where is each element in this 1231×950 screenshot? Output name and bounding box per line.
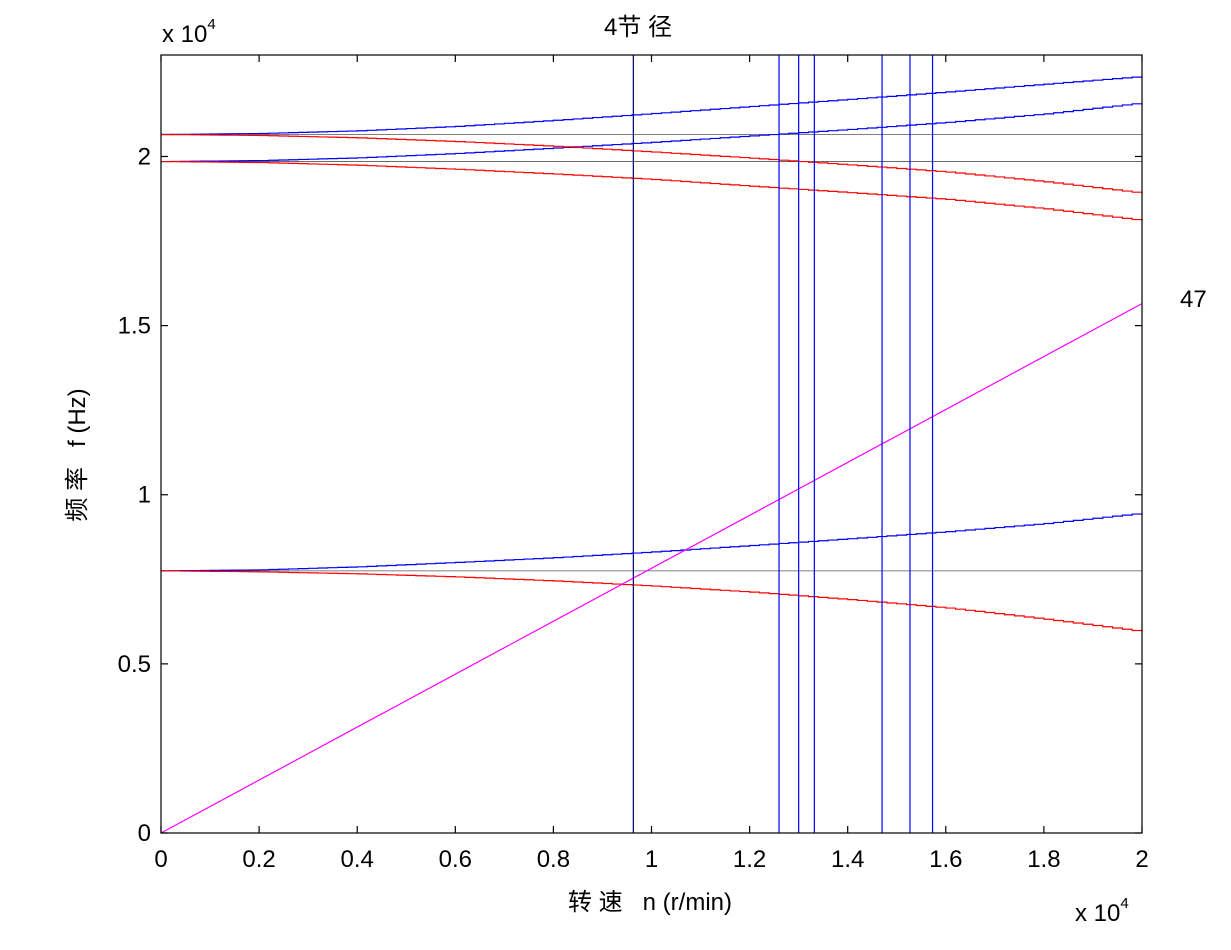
x-exponent: x 104 (1075, 895, 1129, 927)
annotation-label: 47 (1180, 286, 1207, 313)
x-axis-label: 转 速 n (r/min) (568, 889, 732, 916)
axis-ticks: 0 0.2 0.4 0.6 0.8 1 1.2 1.4 1.6 1.8 2 0 0.5 1 1.5 2 (118, 55, 1149, 873)
x-tick-label-4: 0.8 (537, 846, 570, 873)
y-tick-label-1: 0.5 (118, 651, 151, 678)
series-line-3 (161, 160, 1143, 221)
y-tick-label-2: 1 (138, 482, 151, 509)
series-line-4 (161, 513, 1143, 572)
x-tick-label-2: 0.4 (341, 846, 374, 873)
x-tick-label-0: 0 (154, 846, 167, 873)
x-exponent-base: x 10 (1075, 900, 1120, 927)
series-line-6 (160, 303, 1143, 834)
y-tick-label-0: 0 (138, 820, 151, 847)
series-line-5 (161, 570, 1143, 632)
plot-area (161, 55, 1142, 833)
x-tick-label-8: 1.6 (929, 846, 962, 873)
y-exponent: x 104 (162, 16, 216, 48)
series-line-2 (161, 133, 1143, 194)
y-tick-label-3: 1.5 (118, 313, 151, 340)
x-tick-label-10: 2 (1135, 846, 1148, 873)
x-tick-label-5: 1 (645, 846, 658, 873)
data-layer (160, 55, 1143, 834)
y-tick-label-4: 2 (138, 143, 151, 170)
x-tick-label-3: 0.6 (439, 846, 472, 873)
x-exponent-power: 4 (1120, 895, 1128, 912)
y-exponent-power: 4 (207, 16, 215, 33)
series-line-1 (161, 102, 1143, 163)
chart-title: 4节 径 (604, 14, 672, 41)
x-tick-label-1: 0.2 (242, 846, 275, 873)
x-tick-label-7: 1.4 (831, 846, 864, 873)
x-tick-label-6: 1.2 (733, 846, 766, 873)
y-axis-label: 频 率 f (Hz) (64, 388, 91, 521)
series-line-0 (161, 76, 1143, 136)
x-tick-label-9: 1.8 (1027, 846, 1060, 873)
y-exponent-base: x 10 (162, 21, 207, 48)
